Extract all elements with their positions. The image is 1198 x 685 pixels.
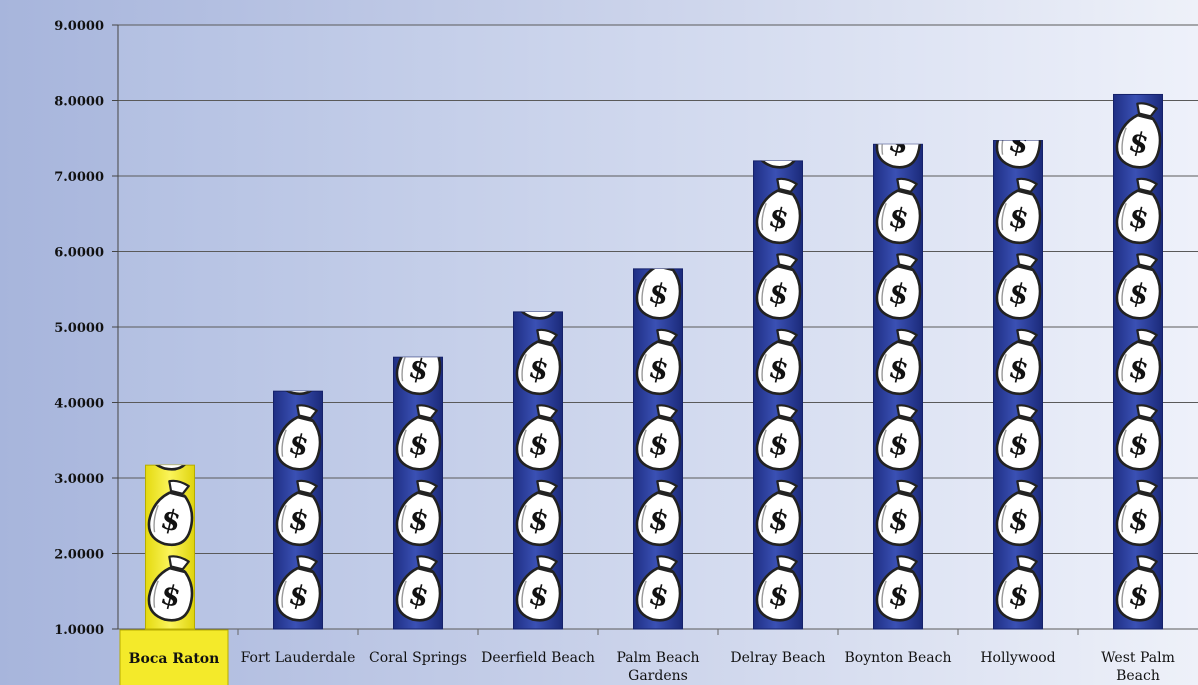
x-category-label: Deerfield Beach (481, 650, 595, 666)
x-category-label: Palm Beach Gardens (616, 650, 699, 684)
bars (145, 93, 1166, 630)
bar-hollywood (993, 140, 1046, 630)
x-category-label: Coral Springs (369, 650, 467, 666)
y-tick-label: 8.0000 (54, 95, 104, 110)
highlight-label-box (119, 629, 229, 685)
bar-deerfield-beach (513, 311, 566, 630)
y-tick-label: 4.0000 (54, 397, 104, 412)
bar-west-palm-beach (1113, 93, 1166, 630)
x-category-label: Hollywood (980, 650, 1055, 666)
x-category-label: West Palm Beach (1101, 650, 1175, 684)
x-axis-category-labels: Boca Raton Fort Lauderdale Coral Springs De… (119, 629, 1175, 685)
bar-boynton-beach (873, 143, 926, 630)
x-category-label: Boynton Beach (845, 650, 952, 666)
x-category-label: Boca Raton (129, 651, 220, 667)
y-tick-label: 1.0000 (54, 623, 104, 638)
bar-coral-springs (393, 356, 446, 630)
y-tick-label: 6.0000 (54, 246, 104, 261)
y-tick-label: 9.0000 (54, 19, 104, 34)
bar-fort-lauderdale (273, 390, 326, 630)
x-category-label: Delray Beach (730, 650, 825, 666)
y-tick-label: 3.0000 (54, 472, 104, 487)
bar-boca-raton (145, 464, 198, 630)
bar-delray-beach (753, 160, 806, 630)
x-category-label: Fort Lauderdale (241, 650, 356, 666)
y-axis-tick-labels: 1.0000 2.0000 3.0000 4.0000 5.0000 6.0000 7.00… (54, 19, 118, 638)
y-tick-label: 7.0000 (54, 170, 104, 185)
y-tick-label: 2.0000 (54, 548, 104, 563)
bar-palm-beach-gardens (633, 268, 686, 630)
y-tick-label: 5.0000 (54, 321, 104, 336)
